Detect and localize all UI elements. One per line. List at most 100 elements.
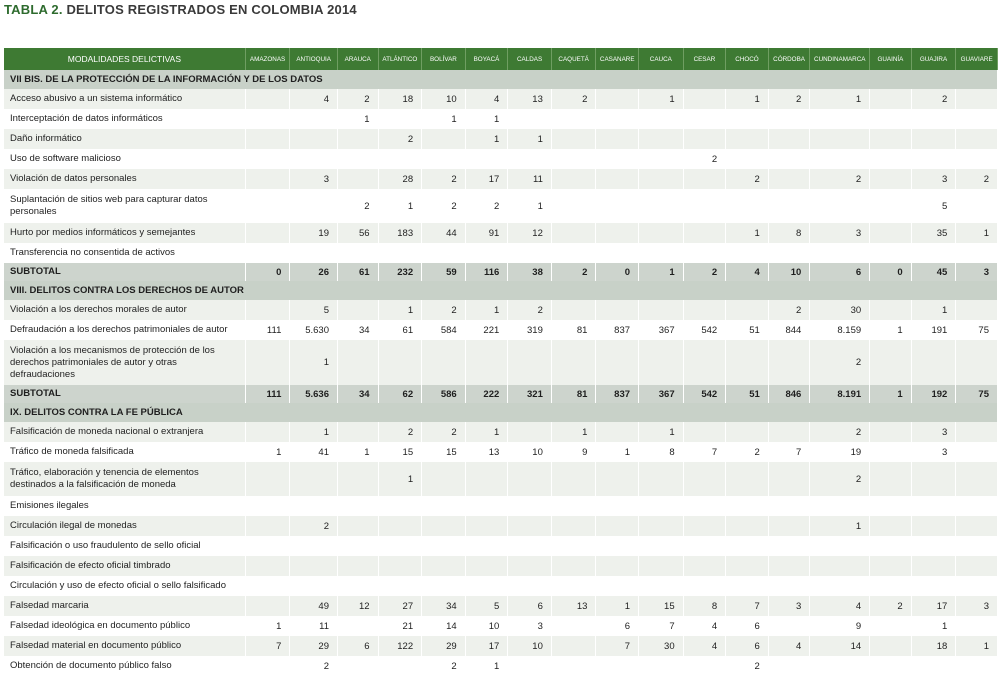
cell-value xyxy=(245,109,291,129)
table-row: Falsedad marcaria 49 12 27 34 5 6 13 1 15 8 7 3 4 2 17 3 xyxy=(4,596,998,616)
cell-value xyxy=(683,300,727,320)
row-label: Falsedad ideológica en documento público xyxy=(4,616,246,636)
cell-value xyxy=(421,243,466,263)
cell-value: 4 xyxy=(809,596,871,616)
cell-value: 2 xyxy=(465,189,509,223)
cell-value: 2 xyxy=(809,169,871,189)
cell-value xyxy=(768,536,811,556)
cell-value xyxy=(638,462,684,496)
cell-value: 17 xyxy=(911,596,957,616)
cell-value: 75 xyxy=(955,320,998,340)
cell-value: 584 xyxy=(421,320,466,340)
cell-value xyxy=(337,556,379,576)
cell-value: 2 xyxy=(378,422,423,442)
section-title: VIII. DELITOS CONTRA LOS DERECHOS DE AUT… xyxy=(4,281,998,300)
row-label: Transferencia no consentida de activos xyxy=(4,243,246,263)
cell-value xyxy=(245,169,291,189)
cell-value: 1 xyxy=(869,385,912,403)
cell-value: 319 xyxy=(507,320,552,340)
cell-value xyxy=(595,189,640,223)
cell-value: 1 xyxy=(955,636,998,656)
cell-value xyxy=(507,422,552,442)
cell-value: 19 xyxy=(809,442,871,462)
cell-value xyxy=(955,576,998,596)
cell-value: 4 xyxy=(465,89,509,109)
cell-value: 26 xyxy=(289,263,338,281)
row-label: Hurto por medios informáticos y semejant… xyxy=(4,223,246,243)
cell-value xyxy=(337,243,379,263)
cell-value xyxy=(378,556,423,576)
cell-value xyxy=(955,189,998,223)
cell-value xyxy=(638,516,684,536)
cell-value xyxy=(378,109,423,129)
section-title: IX. DELITOS CONTRA LA FE PÚBLICA xyxy=(4,403,998,422)
cell-value xyxy=(551,340,597,385)
cell-value xyxy=(245,129,291,149)
cell-value: 116 xyxy=(465,263,509,281)
cell-value: 1 xyxy=(725,89,769,109)
row-label: Circulación y uso de efecto oficial o se… xyxy=(4,576,246,596)
cell-value xyxy=(595,516,640,536)
cell-value xyxy=(638,109,684,129)
cell-value: 111 xyxy=(245,320,291,340)
cell-value: 8 xyxy=(768,223,811,243)
cell-value xyxy=(595,169,640,189)
cell-value xyxy=(683,243,727,263)
cell-value: 8 xyxy=(683,596,727,616)
cell-value xyxy=(337,340,379,385)
cell-value: 6 xyxy=(507,596,552,616)
cell-value: 4 xyxy=(289,89,338,109)
cell-value: 1 xyxy=(725,223,769,243)
cell-value xyxy=(869,169,912,189)
cell-value xyxy=(725,340,769,385)
table-title-text: DELITOS REGISTRADOS EN COLOMBIA 2014 xyxy=(66,2,357,17)
cell-value xyxy=(245,556,291,576)
cell-value: 1 xyxy=(911,616,957,636)
cell-value xyxy=(638,189,684,223)
cell-value xyxy=(809,129,871,149)
cell-value xyxy=(955,656,998,676)
table-row: Defraudación a los derechos patrimoniale… xyxy=(4,320,998,340)
cell-value: 21 xyxy=(378,616,423,636)
cell-value: 1 xyxy=(421,109,466,129)
cell-value: 61 xyxy=(337,263,379,281)
cell-value: 2 xyxy=(809,340,871,385)
cell-value xyxy=(911,462,957,496)
cell-value xyxy=(465,243,509,263)
cell-value xyxy=(638,169,684,189)
cell-value: 1 xyxy=(289,422,338,442)
cell-value xyxy=(869,422,912,442)
cell-value xyxy=(809,656,871,676)
cell-value: 1 xyxy=(595,596,640,616)
cell-value: 2 xyxy=(955,169,998,189)
cell-value xyxy=(551,189,597,223)
cell-value: 75 xyxy=(955,385,998,403)
cell-value: 1 xyxy=(378,300,423,320)
cell-value xyxy=(768,129,811,149)
section-row: VIII. DELITOS CONTRA LOS DERECHOS DE AUT… xyxy=(4,281,998,300)
cell-value xyxy=(595,109,640,129)
cell-value xyxy=(809,536,871,556)
column-header: AMAZONAS xyxy=(245,48,291,70)
cell-value xyxy=(465,516,509,536)
subtotal-label: SUBTOTAL xyxy=(4,385,246,403)
cell-value xyxy=(768,576,811,596)
cell-value xyxy=(768,243,811,263)
cell-value: 15 xyxy=(638,596,684,616)
cell-value xyxy=(768,189,811,223)
cell-value xyxy=(378,656,423,676)
cell-value xyxy=(638,149,684,169)
cell-value xyxy=(378,243,423,263)
cell-value xyxy=(683,129,727,149)
cell-value xyxy=(245,422,291,442)
cell-value xyxy=(869,496,912,516)
column-header: BOYACÁ xyxy=(465,48,509,70)
cell-value xyxy=(869,129,912,149)
cell-value xyxy=(337,129,379,149)
cell-value: 62 xyxy=(378,385,423,403)
cell-value: 34 xyxy=(337,385,379,403)
cell-value: 10 xyxy=(465,616,509,636)
cell-value: 2 xyxy=(378,129,423,149)
cell-value: 10 xyxy=(507,636,552,656)
cell-value xyxy=(725,496,769,516)
